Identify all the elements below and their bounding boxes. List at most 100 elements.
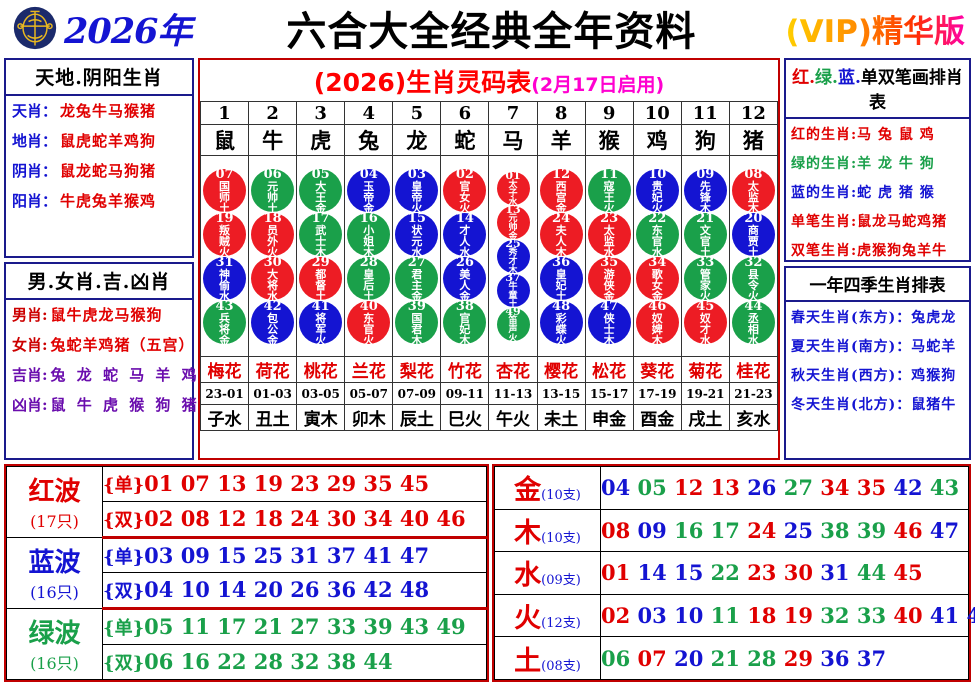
lottery-ball[interactable]: 47 侠 士木 — [587, 300, 631, 346]
lottery-ball[interactable]: 25 秀 才木 — [496, 238, 530, 275]
lottery-ball[interactable]: 38 官 妃木 — [443, 300, 487, 346]
ball-element: 土 — [747, 245, 759, 259]
ball-element: 金 — [219, 333, 231, 347]
lottery-ball[interactable]: 34 歌 女金 — [635, 256, 679, 303]
ball-element: 火 — [651, 201, 663, 215]
lottery-ball[interactable]: 27 君 主金 — [395, 256, 439, 303]
element-number: 47 — [929, 517, 960, 543]
ball-number: 20 — [744, 210, 763, 226]
earthly-branch: 寅木 — [296, 404, 346, 431]
lottery-ball[interactable]: 22 东 官水 — [635, 212, 679, 258]
lottery-ball[interactable]: 01 太 子水 — [496, 170, 530, 207]
lottery-ball[interactable]: 07 国 师土 — [203, 168, 247, 214]
lottery-ball[interactable]: 28 皇 后土 — [347, 256, 391, 302]
ball-number: 29 — [311, 254, 330, 270]
lottery-ball[interactable]: 17 武 士木 — [299, 212, 343, 258]
table-row: 木(10支) 08 09 16 17 24 25 38 39 46 47 — [494, 508, 969, 553]
ball-element: 木 — [651, 333, 663, 347]
earthly-branch: 巳火 — [440, 404, 490, 431]
element-label: 金(10支) — [494, 466, 601, 510]
lottery-ball[interactable]: 44 丞 相水 — [731, 300, 775, 346]
lottery-ball[interactable]: 04 玉 帝金 — [347, 168, 391, 214]
ball-title: 奴 婢 — [651, 311, 668, 336]
ball-title: 先 锋 — [699, 179, 716, 204]
lottery-ball[interactable]: 35 游 侠金 — [587, 254, 631, 302]
lottery-ball[interactable]: 10 贵 妃火 — [635, 168, 679, 215]
lottery-ball[interactable]: 02 官 女火 — [443, 168, 487, 214]
row-value: 兔 龙 蛇 马 羊 鸡 — [50, 366, 200, 384]
column-number: 6 — [440, 101, 490, 125]
flower-name: 菊花 — [680, 356, 730, 383]
lottery-ball[interactable]: 18 员 外火 — [251, 212, 295, 258]
time-range: 19-21 — [680, 382, 730, 405]
lottery-ball[interactable]: 05 大 王金 — [299, 168, 343, 214]
earthly-branch: 子水 — [199, 404, 250, 431]
lottery-ball[interactable]: 37 牛 童土 — [496, 272, 530, 309]
lottery-ball[interactable]: 09 先 锋木 — [683, 168, 727, 214]
element-number: 17 — [710, 517, 740, 543]
year-label: 2026年 — [64, 10, 192, 52]
lottery-ball[interactable]: 36 皇 妃土 — [539, 256, 583, 302]
lottery-ball[interactable]: 48 彩 蝶火 — [539, 300, 583, 346]
element-number: 05 — [637, 475, 667, 501]
zodiac-animal: 羊 — [536, 124, 586, 156]
lottery-ball[interactable]: 08 太 监木 — [731, 168, 775, 214]
lottery-ball[interactable]: 41 将 军火 — [299, 300, 343, 347]
zodiac-animal: 龙 — [392, 124, 442, 156]
ball-title: 丞 相 — [747, 311, 764, 336]
lottery-ball[interactable]: 49 笛 声火 — [496, 306, 530, 343]
lottery-ball[interactable]: 15 状 元水 — [395, 212, 439, 258]
lottery-ball[interactable]: 21 文 官土 — [683, 212, 727, 258]
ball-title: 大 将 — [267, 267, 284, 292]
lottery-ball[interactable]: 30 大 将水 — [251, 256, 295, 302]
lottery-ball[interactable]: 46 奴 婢木 — [635, 300, 679, 347]
ball-number: 12 — [552, 166, 571, 182]
element-number: 07 — [637, 645, 667, 671]
lottery-ball[interactable]: 06 元 帅土 — [251, 168, 295, 214]
ball-stack: 03 皇 帝火 15 状 元水 27 君 主金 39 国 君木 — [393, 168, 440, 346]
element-number: 12 — [674, 475, 704, 501]
element-count: (12支) — [541, 616, 581, 632]
lottery-ball[interactable]: 24 夫 人木 — [539, 210, 583, 259]
lottery-ball[interactable]: 45 奴 才水 — [683, 300, 727, 347]
table-title-main: (2026)生肖灵码表 — [313, 68, 532, 97]
lottery-ball[interactable]: 14 才 人水 — [443, 212, 487, 259]
lottery-ball[interactable]: 20 商 贾土 — [731, 210, 775, 259]
ball-number: 24 — [552, 210, 571, 226]
lottery-ball[interactable]: 32 县 令火 — [731, 256, 775, 302]
ball-element: 水 — [459, 245, 471, 259]
lottery-ball[interactable]: 23 太 监水 — [587, 212, 631, 258]
lottery-ball[interactable]: 19 叛 贼火 — [203, 212, 247, 258]
element-number: 34 — [820, 475, 850, 501]
lottery-ball[interactable]: 42 包 公金 — [251, 300, 295, 346]
ball-element: 木 — [555, 245, 567, 259]
element-number: 16 — [674, 517, 704, 543]
wave-numbers-panel: 红波 (17只) {单}01 07 13 19 23 29 35 45 {双}02 0… — [4, 464, 489, 682]
lottery-ball[interactable]: 29 都 督土 — [299, 254, 343, 303]
ball-title: 都 督 — [315, 267, 332, 292]
lottery-ball[interactable]: 13 元 帅金 — [496, 204, 530, 241]
lottery-ball[interactable]: 31 神 偷水 — [203, 256, 247, 302]
ball-element: 水 — [699, 333, 711, 347]
lottery-ball[interactable]: 43 兵 将金 — [203, 300, 247, 347]
lottery-ball[interactable]: 39 国 君木 — [395, 300, 439, 346]
ball-element: 土 — [315, 289, 327, 303]
ball-element: 金 — [411, 289, 423, 303]
list-item: 单笔生肖:鼠龙马蛇鸡猪 — [791, 214, 948, 230]
ball-element: 火 — [315, 333, 327, 347]
lottery-ball[interactable]: 11 寇 王火 — [587, 168, 631, 214]
element-count: (09支) — [541, 573, 581, 589]
ball-number: 35 — [600, 254, 619, 270]
even-brace: {双} — [103, 581, 145, 603]
ball-element: 金 — [651, 289, 663, 303]
page-header: 2026年 六合大全经典全年资料 (VIP)精华版 — [0, 0, 975, 56]
lottery-ball[interactable]: 40 东 官火 — [347, 300, 391, 346]
ball-column: 03 皇 帝火 15 状 元水 27 君 主金 39 国 君木 — [392, 155, 442, 357]
list-item: 男肖: 鼠牛虎龙马猴狗 — [12, 304, 188, 325]
row-key: 男肖: — [12, 306, 48, 324]
lottery-ball[interactable]: 33 管 家火 — [683, 256, 727, 302]
lottery-ball[interactable]: 26 美 人金 — [443, 256, 487, 302]
lottery-ball[interactable]: 16 小 姐木 — [347, 212, 391, 258]
lottery-ball[interactable]: 03 皇 帝火 — [395, 168, 439, 214]
lottery-ball[interactable]: 12 西 宫金 — [539, 166, 583, 214]
